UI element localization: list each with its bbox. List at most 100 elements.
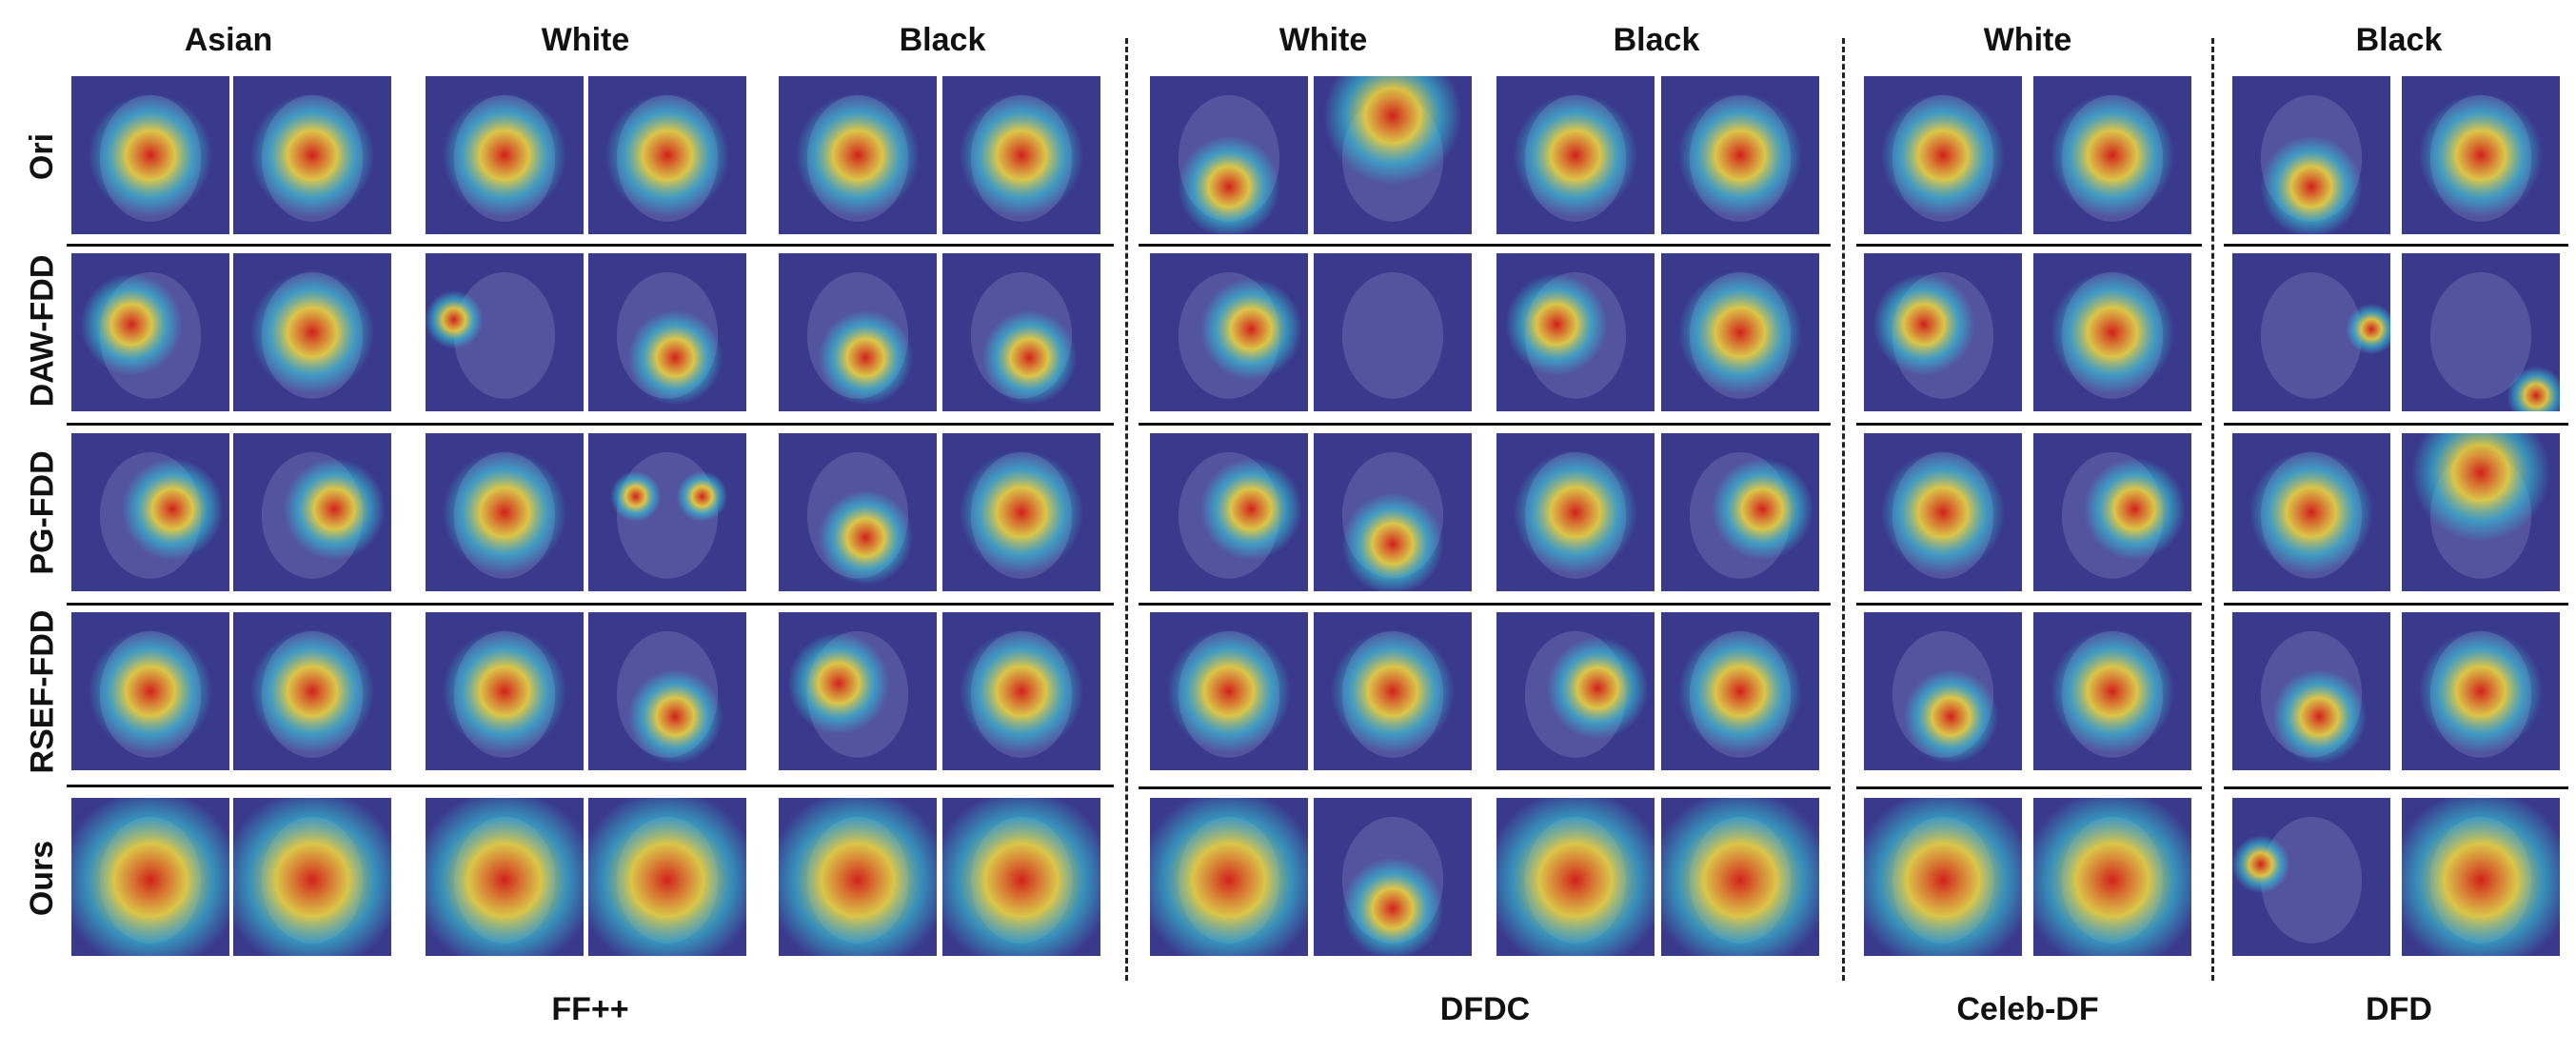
row-separator: [67, 423, 1114, 426]
gradcam-heatmap-icon: [1864, 612, 2022, 770]
gradcam-heatmap-icon: [1150, 433, 1308, 591]
gradcam-heatmap-icon: [942, 798, 1100, 956]
gradcam-heatmap-icon: [1150, 798, 1308, 956]
gradcam-heatmap-icon: [1314, 612, 1472, 770]
gradcam-heatmap-icon: [1496, 76, 1655, 234]
gradcam-heatmap-icon: [1661, 253, 1819, 411]
gradcam-heatmap-icon: [1314, 798, 1472, 956]
gradcam-heatmap-icon: [779, 76, 937, 234]
gradcam-heatmap-icon: [233, 612, 391, 770]
gradcam-heatmap-icon: [1864, 76, 2022, 234]
gradcam-heatmap-icon: [2402, 76, 2560, 234]
gradcam-heatmap-icon: [233, 76, 391, 234]
gradcam-heatmap-icon: [1661, 76, 1819, 234]
row-separator: [67, 244, 1114, 247]
gradcam-heatmap-icon: [426, 612, 584, 770]
group-label-asian: Asian: [184, 22, 273, 58]
row-separator: [2224, 603, 2568, 606]
gradcam-heatmap-icon: [588, 253, 746, 411]
row-separator: [67, 785, 1114, 787]
row-separator: [1139, 423, 1831, 426]
gradcam-heatmap-icon: [1496, 253, 1655, 411]
gradcam-heatmap-icon: [588, 612, 746, 770]
gradcam-heatmap-icon: [426, 76, 584, 234]
gradcam-heatmap-icon: [2033, 798, 2191, 956]
row-separator: [1856, 244, 2202, 247]
gradcam-heatmap-icon: [588, 798, 746, 956]
gradcam-heatmap-icon: [2232, 798, 2390, 956]
gradcam-heatmap-icon: [2033, 76, 2191, 234]
row-separator: [1139, 603, 1831, 606]
gradcam-heatmap-icon: [1314, 253, 1472, 411]
row-separator: [1856, 603, 2202, 606]
gradcam-heatmap-icon: [588, 433, 746, 591]
dataset-label-ffpp: FF++: [551, 991, 629, 1027]
group-label-black-dfdc: Black: [1613, 22, 1700, 58]
gradcam-heatmap-icon: [1661, 798, 1819, 956]
gradcam-heatmap-icon: [2232, 76, 2390, 234]
gradcam-heatmap-icon: [426, 253, 584, 411]
gradcam-heatmap-icon: [2232, 433, 2390, 591]
gradcam-heatmap-icon: [233, 433, 391, 591]
gradcam-heatmap-icon: [233, 253, 391, 411]
gradcam-heatmap-icon: [2402, 433, 2560, 591]
row-separator: [2224, 244, 2568, 247]
dataset-label-dfdc: DFDC: [1439, 991, 1531, 1027]
group-label-black-dfd: Black: [2355, 22, 2443, 58]
gradcam-heatmap-icon: [1496, 612, 1655, 770]
gradcam-heatmap-icon: [426, 433, 584, 591]
gradcam-heatmap-icon: [942, 76, 1100, 234]
gradcam-heatmap-icon: [71, 76, 229, 234]
gradcam-heatmap-icon: [2402, 612, 2560, 770]
gradcam-heatmap-icon: [1150, 76, 1308, 234]
gradcam-heatmap-icon: [588, 76, 746, 234]
dataset-separator: [1842, 38, 1845, 981]
gradcam-heatmap-icon: [1150, 253, 1308, 411]
row-separator: [2224, 786, 2568, 789]
gradcam-heatmap-icon: [1661, 433, 1819, 591]
gradcam-heatmap-icon: [1864, 253, 2022, 411]
group-label-white-dfdc: White: [1278, 22, 1368, 58]
row-separator: [67, 603, 1114, 606]
gradcam-heatmap-icon: [2033, 612, 2191, 770]
dataset-label-dfd: DFD: [2366, 991, 2432, 1027]
gradcam-heatmap-icon: [942, 433, 1100, 591]
gradcam-heatmap-icon: [1864, 798, 2022, 956]
gradcam-heatmap-icon: [2402, 253, 2560, 411]
row-separator: [1856, 786, 2202, 789]
row-separator: [1139, 244, 1831, 247]
row-separator: [2224, 423, 2568, 426]
gradcam-heatmap-icon: [426, 798, 584, 956]
gradcam-heatmap-icon: [1496, 433, 1655, 591]
dataset-separator: [1125, 38, 1128, 981]
dataset-label-celeb-df: Celeb-DF: [1956, 991, 2099, 1027]
gradcam-heatmap-icon: [779, 253, 937, 411]
gradcam-heatmap-icon: [1314, 433, 1472, 591]
dataset-separator: [2211, 38, 2214, 981]
gradcam-heatmap-icon: [2232, 253, 2390, 411]
row-separator: [1139, 786, 1831, 789]
gradcam-heatmap-icon: [1864, 433, 2022, 591]
gradcam-heatmap-icon: [71, 253, 229, 411]
gradcam-heatmap-icon: [1661, 612, 1819, 770]
gradcam-heatmap-icon: [71, 612, 229, 770]
group-label-white-celebdf: White: [1983, 22, 2072, 58]
gradcam-heatmap-icon: [2232, 612, 2390, 770]
row-separator: [1856, 423, 2202, 426]
gradcam-heatmap-icon: [779, 798, 937, 956]
group-label-white-ffpp: White: [541, 22, 630, 58]
gradcam-heatmap-icon: [71, 433, 229, 591]
gradcam-heatmap-icon: [2033, 253, 2191, 411]
gradcam-heatmap-icon: [779, 433, 937, 591]
gradcam-heatmap-icon: [1150, 612, 1308, 770]
gradcam-heatmap-icon: [1314, 76, 1472, 234]
group-label-black-ffpp: Black: [899, 22, 986, 58]
gradcam-heatmap-icon: [71, 798, 229, 956]
gradcam-heatmap-icon: [2402, 798, 2560, 956]
gradcam-heatmap-icon: [1496, 798, 1655, 956]
gradcam-heatmap-icon: [942, 253, 1100, 411]
gradcam-heatmap-icon: [2033, 433, 2191, 591]
gradcam-heatmap-icon: [942, 612, 1100, 770]
gradcam-heatmap-icon: [779, 612, 937, 770]
